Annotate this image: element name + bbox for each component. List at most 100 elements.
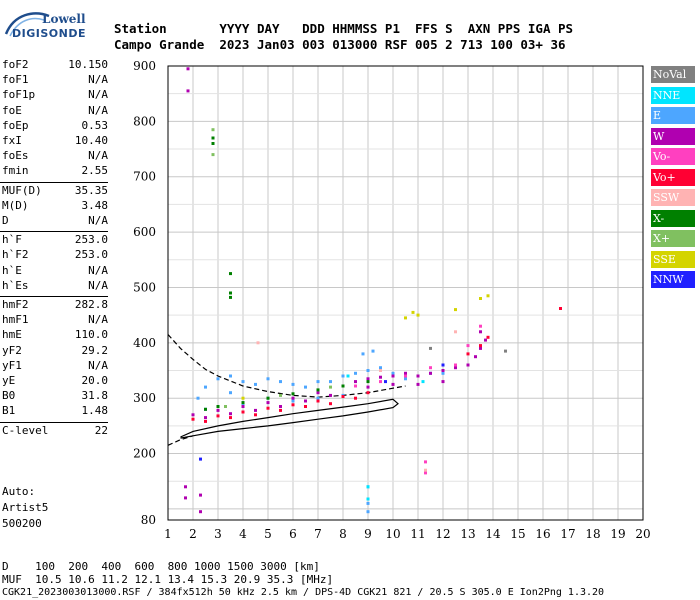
x-tick-label: 3 [214, 527, 222, 541]
echo-point [211, 153, 215, 157]
echo-point [279, 380, 282, 384]
profile-dashed-low-curve [167, 435, 194, 446]
legend-item: X- [651, 209, 695, 227]
echo-point [316, 388, 320, 392]
echo-point [384, 380, 387, 384]
echo-point [316, 399, 320, 403]
x-tick-label: 4 [239, 527, 247, 541]
echo-point [224, 405, 227, 408]
param-separator [0, 296, 108, 297]
echo-point [479, 330, 482, 334]
param-name: D [2, 214, 9, 227]
param-row: foEs N/A [2, 149, 108, 164]
y-tick-label: 500 [133, 280, 156, 294]
param-value: N/A [88, 278, 108, 292]
echo-point [391, 371, 395, 375]
param-row: MUF(D) 35.35 [2, 184, 108, 199]
echo-point [329, 402, 332, 406]
param-separator [0, 181, 108, 183]
legend-item: NoVal [651, 66, 695, 83]
param-value: 22 [94, 423, 108, 437]
param-value: 0.53 [81, 118, 109, 132]
param-value: N/A [88, 313, 108, 327]
echo-point [346, 374, 350, 378]
param-name: foEs [2, 149, 29, 163]
param-value: 31.8 [81, 389, 109, 403]
echo-point [266, 406, 270, 410]
y-tick-label: 400 [133, 336, 156, 350]
echo-point [479, 346, 482, 350]
legend-item: NNW [651, 271, 695, 288]
echo-point [366, 380, 370, 384]
echo-point [474, 355, 477, 359]
x-tick-label: 14 [485, 527, 501, 541]
footer-muf-row: MUF 10.5 10.6 11.2 12.1 13.4 15.3 20.9 3… [2, 573, 334, 586]
echo-point [429, 346, 432, 350]
profile-dashed-curve [167, 334, 406, 398]
y-tick-label: 700 [133, 170, 156, 184]
param-name: foF1 [2, 73, 29, 87]
echo-point [211, 136, 215, 140]
echo-point [341, 384, 345, 388]
legend-item: E [651, 107, 695, 124]
echo-point [479, 297, 482, 300]
echo-point [204, 416, 207, 420]
echo-point [411, 310, 415, 314]
param-value: 253.0 [74, 233, 108, 247]
y-tick-label: 300 [133, 391, 156, 405]
echo-point [366, 377, 370, 381]
echo-point [211, 142, 215, 145]
echo-point [366, 510, 370, 514]
param-value: 1.48 [81, 404, 109, 418]
echo-point [199, 493, 202, 497]
param-name: B1 [2, 404, 16, 418]
param-value: N/A [88, 88, 108, 102]
echo-point [329, 393, 332, 397]
legend-item: SSW [651, 189, 695, 206]
footer-distance-row: D 100 200 400 600 800 1000 1500 3000 [km… [2, 560, 320, 573]
param-separator [0, 231, 108, 233]
echo-point [366, 485, 370, 489]
echo-point [329, 385, 332, 389]
lowell-digisonde-logo: Lowell DIGISONDE [4, 8, 104, 48]
echo-point [391, 374, 395, 378]
param-row: h`E N/A [2, 264, 108, 279]
param-row: yE 20.0 [2, 374, 108, 389]
param-name: hmE [2, 328, 22, 342]
param-value: 253.0 [74, 248, 108, 262]
echo-point [366, 501, 370, 505]
echo-point [291, 382, 295, 386]
echo-point [441, 369, 445, 372]
param-row: D N/A [2, 214, 108, 229]
param-row: foEp 0.53 [2, 119, 108, 134]
echo-point [279, 408, 282, 412]
echo-point [304, 405, 307, 408]
echo-point [366, 391, 370, 395]
echo-point [504, 349, 507, 353]
echo-point [229, 374, 232, 378]
x-tick-label: 15 [510, 527, 525, 541]
echo-point [241, 401, 245, 405]
param-name: foF1p [2, 88, 36, 102]
param-row: hmF1 N/A [2, 313, 108, 328]
param-row: fxI 10.40 [2, 134, 108, 149]
echo-point [466, 363, 470, 367]
echo-point [416, 374, 420, 378]
echo-point [184, 496, 187, 500]
x-tick-label: 8 [339, 527, 347, 541]
legend-item: W [651, 127, 695, 145]
y-tick-label: 80 [141, 513, 156, 527]
echo-point [216, 405, 220, 408]
echo-point [241, 380, 245, 384]
legend-item: NNE [651, 86, 695, 104]
auto-label: Auto: [2, 485, 36, 498]
x-tick-label: 17 [560, 527, 575, 541]
echo-point [191, 417, 195, 421]
param-value: 282.8 [74, 298, 108, 311]
echo-point [466, 344, 470, 348]
x-tick-label: 12 [435, 527, 450, 541]
echo-point [216, 408, 220, 412]
legend-item: SSE [651, 250, 695, 268]
echo-point [341, 374, 345, 378]
